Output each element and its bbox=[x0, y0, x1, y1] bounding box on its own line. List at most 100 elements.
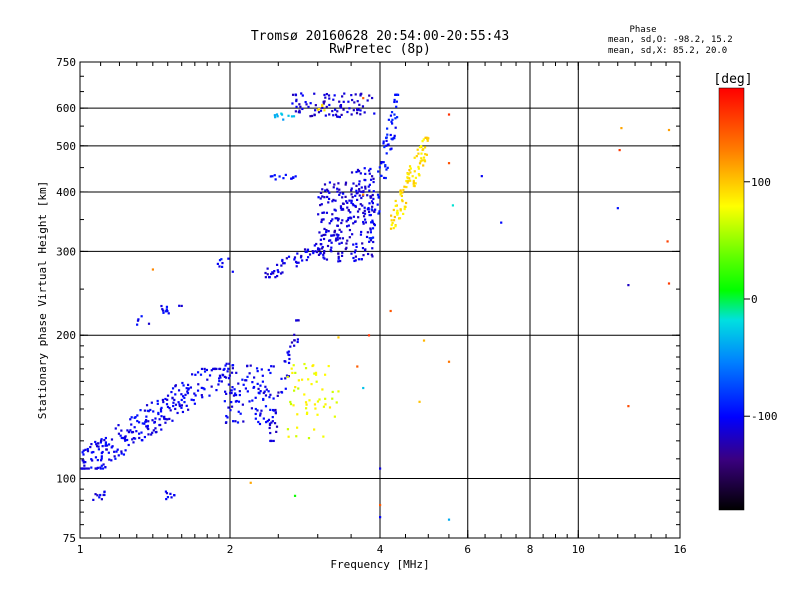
data-point bbox=[127, 431, 131, 434]
data-point bbox=[100, 452, 103, 455]
data-point bbox=[347, 217, 350, 220]
y-tick-label: 75 bbox=[63, 532, 76, 545]
data-point bbox=[173, 398, 176, 402]
data-point bbox=[352, 204, 355, 207]
data-point bbox=[294, 371, 297, 375]
data-point bbox=[278, 175, 281, 178]
data-point bbox=[390, 219, 393, 222]
data-point bbox=[405, 185, 408, 189]
data-point bbox=[103, 439, 106, 442]
data-point bbox=[396, 212, 399, 215]
data-point bbox=[113, 455, 116, 458]
data-point bbox=[168, 406, 171, 410]
data-point bbox=[354, 259, 357, 262]
data-point bbox=[345, 200, 348, 203]
data-point bbox=[251, 399, 254, 402]
data-point bbox=[289, 402, 293, 406]
data-point bbox=[294, 386, 297, 389]
data-point bbox=[352, 215, 356, 218]
data-point bbox=[297, 111, 300, 114]
data-point bbox=[296, 340, 299, 344]
data-point bbox=[84, 461, 87, 464]
data-point bbox=[367, 185, 370, 188]
data-point bbox=[358, 188, 361, 191]
data-point bbox=[373, 210, 376, 213]
data-point bbox=[166, 496, 170, 499]
data-point bbox=[281, 258, 284, 262]
data-point bbox=[346, 201, 349, 205]
data-point bbox=[394, 204, 397, 208]
data-point bbox=[333, 94, 336, 97]
data-point bbox=[276, 115, 279, 118]
data-point bbox=[394, 93, 397, 96]
data-point bbox=[358, 183, 361, 186]
data-point bbox=[126, 429, 129, 432]
data-point bbox=[359, 172, 362, 175]
data-point bbox=[159, 423, 162, 427]
phase-stats-line1: mean, sd,O: -98.2, 15.2 bbox=[608, 35, 733, 45]
data-point bbox=[417, 152, 420, 155]
data-point bbox=[416, 148, 419, 151]
data-point bbox=[138, 436, 141, 440]
data-point bbox=[206, 378, 209, 381]
data-point bbox=[327, 94, 331, 97]
data-point bbox=[269, 371, 272, 375]
data-point bbox=[102, 493, 105, 497]
data-point bbox=[344, 195, 347, 198]
data-point bbox=[95, 443, 98, 446]
data-point bbox=[337, 255, 340, 258]
data-point bbox=[364, 185, 367, 188]
data-point bbox=[129, 429, 132, 432]
y-tick-label: 600 bbox=[56, 102, 76, 115]
data-point bbox=[350, 113, 353, 116]
data-point bbox=[83, 467, 86, 470]
data-point bbox=[138, 432, 141, 435]
data-point bbox=[324, 189, 327, 192]
data-point bbox=[320, 247, 324, 250]
data-point bbox=[361, 204, 364, 207]
data-point bbox=[130, 423, 133, 426]
data-point bbox=[385, 168, 388, 171]
data-point bbox=[318, 398, 321, 401]
data-point bbox=[298, 103, 301, 106]
data-point bbox=[210, 369, 213, 372]
data-point bbox=[396, 209, 399, 212]
data-point bbox=[303, 362, 306, 366]
data-point bbox=[364, 248, 367, 251]
data-point bbox=[229, 409, 232, 412]
data-point bbox=[350, 252, 353, 255]
data-point bbox=[157, 411, 160, 415]
data-point bbox=[368, 189, 371, 192]
data-point bbox=[261, 380, 264, 383]
data-point bbox=[219, 376, 222, 379]
data-point bbox=[341, 219, 344, 222]
data-point bbox=[276, 394, 279, 397]
data-point bbox=[295, 98, 298, 101]
data-point bbox=[333, 415, 336, 418]
data-point bbox=[418, 174, 421, 177]
data-point bbox=[223, 375, 226, 378]
data-point bbox=[319, 238, 322, 241]
data-point bbox=[225, 362, 228, 365]
data-point bbox=[199, 373, 203, 376]
data-point bbox=[160, 304, 163, 308]
data-point bbox=[220, 380, 223, 383]
data-point bbox=[111, 445, 114, 448]
data-point bbox=[383, 176, 386, 180]
data-point bbox=[378, 166, 381, 169]
data-point bbox=[173, 494, 176, 497]
data-point bbox=[328, 103, 331, 107]
data-point bbox=[251, 381, 254, 384]
data-point bbox=[228, 374, 231, 377]
data-point bbox=[306, 256, 310, 259]
data-point bbox=[315, 250, 319, 254]
data-point bbox=[387, 118, 390, 121]
data-point bbox=[266, 420, 269, 423]
data-point bbox=[248, 400, 251, 403]
y-tick-label: 300 bbox=[56, 245, 76, 258]
data-point bbox=[104, 436, 107, 440]
data-point bbox=[244, 387, 247, 390]
data-point bbox=[362, 215, 366, 218]
data-point bbox=[328, 97, 331, 100]
